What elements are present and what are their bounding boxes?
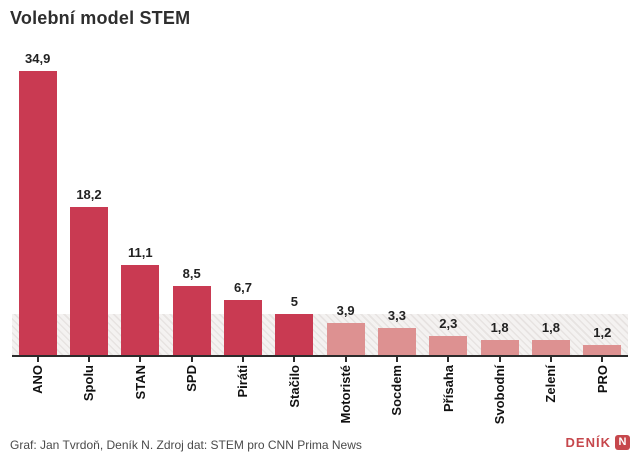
logo-n-badge-icon: N xyxy=(615,435,630,450)
bar xyxy=(69,207,108,355)
x-axis-label: Přísaha xyxy=(440,365,456,412)
x-label-slot: Spolu xyxy=(63,365,114,441)
bar-group: 5 xyxy=(269,295,320,355)
x-axis-label: Zelení xyxy=(543,365,559,403)
tick-slot xyxy=(371,357,422,363)
value-label: 6,7 xyxy=(233,280,253,295)
tick-mark xyxy=(87,357,90,362)
x-axis-label: SPD xyxy=(184,365,200,392)
value-label: 34,9 xyxy=(25,51,51,66)
bar xyxy=(326,323,365,355)
x-axis-label: Stačilo xyxy=(286,365,302,408)
value-label: 18,2 xyxy=(76,187,102,202)
bar xyxy=(18,71,57,355)
tick-mark xyxy=(395,357,398,362)
tick-mark xyxy=(241,357,244,362)
bar xyxy=(531,340,570,355)
value-label: 3,9 xyxy=(336,303,355,318)
bar xyxy=(121,265,160,355)
bar-group: 2,3 xyxy=(423,317,474,355)
bar-group: 1,8 xyxy=(525,321,576,355)
tick-slot xyxy=(166,357,217,363)
tick-mark xyxy=(601,357,604,362)
bar-group: 8,5 xyxy=(166,267,217,355)
value-label: 1,8 xyxy=(490,320,509,335)
x-label-slot: Motoristé xyxy=(320,365,371,441)
footer-credit: Graf: Jan Tvrdoň, Deník N. Zdroj dat: ST… xyxy=(10,438,362,452)
logo-text: DENÍK xyxy=(565,435,611,450)
tick-slot xyxy=(269,357,320,363)
tick-slot xyxy=(525,357,576,363)
bar xyxy=(275,314,314,355)
bar xyxy=(223,300,262,355)
x-axis-label: ANO xyxy=(30,365,46,394)
bar-group: 6,7 xyxy=(217,281,268,355)
plot-area: 34,9 18,2 11,1 8,5 6,7 5 3,9 3,3 2,3 1,8 1,8 1,2 xyxy=(12,40,628,355)
x-label-slot: STAN xyxy=(115,365,166,441)
tick-slot xyxy=(12,357,63,363)
value-label: 8,5 xyxy=(182,266,201,281)
value-label: 5 xyxy=(290,294,298,309)
x-axis-labels: ANO Spolu STAN SPD Piráti Stačilo Motoristé Soc… xyxy=(12,365,628,441)
x-label-slot: Svobodní xyxy=(474,365,525,441)
tick-slot xyxy=(63,357,114,363)
bar-group: 34,9 xyxy=(12,52,63,355)
tick-mark xyxy=(344,357,347,362)
tick-mark xyxy=(293,357,296,362)
bar-group: 11,1 xyxy=(115,246,166,355)
x-axis-label: STAN xyxy=(132,365,148,400)
denik-n-logo: DENÍK N xyxy=(566,435,630,450)
tick-slot xyxy=(115,357,166,363)
value-label: 1,2 xyxy=(593,325,612,340)
x-axis-line xyxy=(12,355,628,357)
tick-slot xyxy=(217,357,268,363)
tick-mark xyxy=(498,357,501,362)
bar xyxy=(583,345,622,355)
x-label-slot: PRO xyxy=(577,365,628,441)
tick-slot xyxy=(423,357,474,363)
bar-group: 3,3 xyxy=(371,309,422,355)
bars-row: 34,9 18,2 11,1 8,5 6,7 5 3,9 3,3 2,3 1,8 1,8 1,2 xyxy=(12,40,628,355)
tick-mark xyxy=(190,357,193,362)
tick-slot xyxy=(577,357,628,363)
bar-group: 1,8 xyxy=(474,321,525,355)
x-axis-label: Socdem xyxy=(389,365,405,416)
tick-mark xyxy=(139,357,142,362)
bar-group: 18,2 xyxy=(63,188,114,355)
bar-group: 3,9 xyxy=(320,304,371,355)
value-label: 3,3 xyxy=(387,308,406,323)
value-label: 1,8 xyxy=(541,320,560,335)
x-axis-label: Piráti xyxy=(235,365,251,398)
value-label: 11,1 xyxy=(128,245,153,260)
x-axis-label: Svobodní xyxy=(492,365,508,425)
bar xyxy=(480,340,519,355)
x-label-slot: Socdem xyxy=(371,365,422,441)
bar xyxy=(377,328,416,355)
x-label-slot: Přísaha xyxy=(423,365,474,441)
value-label: 2,3 xyxy=(439,316,458,331)
x-axis-label: Spolu xyxy=(81,365,97,402)
x-label-slot: Zelení xyxy=(525,365,576,441)
tick-mark xyxy=(36,357,39,362)
bar-group: 1,2 xyxy=(577,326,628,355)
x-axis-label: PRO xyxy=(594,365,610,394)
x-label-slot: SPD xyxy=(166,365,217,441)
tick-mark xyxy=(447,357,450,362)
x-label-slot: Stačilo xyxy=(269,365,320,441)
x-axis-ticks xyxy=(12,357,628,363)
tick-slot xyxy=(320,357,371,363)
tick-slot xyxy=(474,357,525,363)
bar xyxy=(429,336,468,355)
tick-mark xyxy=(549,357,552,362)
bar xyxy=(172,286,211,355)
chart-title: Volební model STEM xyxy=(10,8,191,28)
x-label-slot: Piráti xyxy=(217,365,268,441)
threshold-band xyxy=(12,314,628,355)
x-axis-label: Motoristé xyxy=(338,365,354,424)
x-label-slot: ANO xyxy=(12,365,63,441)
